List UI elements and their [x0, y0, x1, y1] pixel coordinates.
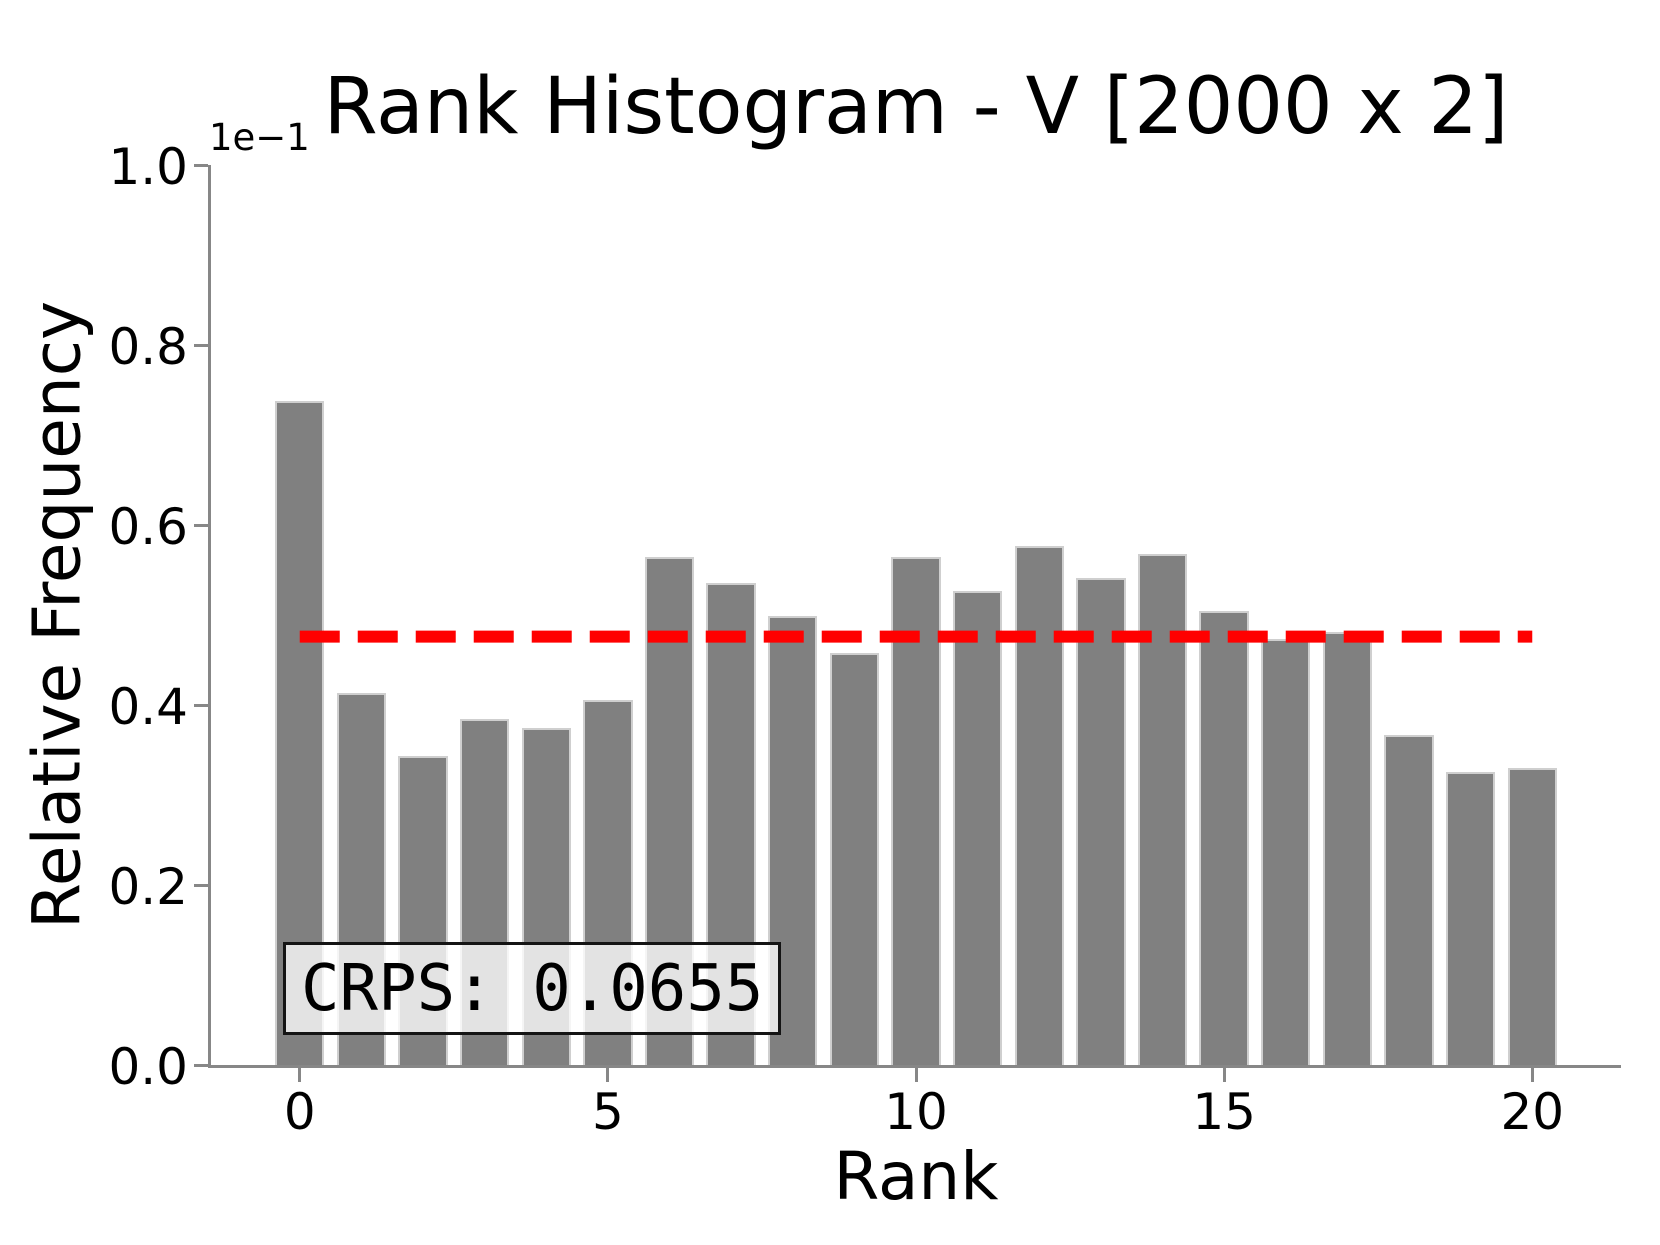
x-tick-label: 5: [591, 1083, 624, 1141]
y-tick-label: 0.4: [108, 678, 188, 736]
crps-annotation-box: CRPS: 0.0655: [283, 942, 781, 1035]
y-tick-label: 0.8: [108, 318, 188, 376]
x-tick-label: 0: [283, 1083, 316, 1141]
histogram-bar-rank-13: [1076, 578, 1126, 1065]
y-tick-mark: [194, 703, 208, 707]
x-tick-mark: [1222, 1068, 1226, 1082]
y-tick-mark: [194, 1063, 208, 1067]
y-tick-mark: [194, 523, 208, 527]
y-tick-label: 0.2: [108, 858, 188, 916]
histogram-bar-rank-10: [891, 557, 941, 1065]
histogram-bar-rank-9: [829, 652, 880, 1065]
y-tick-label: 0.6: [108, 498, 188, 556]
y-tick-mark: [194, 883, 208, 887]
histogram-bar-rank-17: [1322, 632, 1373, 1065]
y-axis-label: Relative Frequency: [18, 300, 96, 930]
crps-text: CRPS: 0.0655: [301, 951, 764, 1026]
x-tick-mark: [298, 1068, 302, 1082]
y-tick-label: 1.0: [108, 138, 188, 196]
y-axis-offset-text: 1e−1: [209, 116, 310, 159]
x-tick-label: 15: [1192, 1083, 1256, 1141]
histogram-bar-rank-12: [1014, 545, 1064, 1065]
x-axis-label: Rank: [833, 1138, 999, 1215]
histogram-bar-rank-18: [1384, 734, 1434, 1065]
chart-title: Rank Histogram - V [2000 x 2]: [323, 62, 1509, 152]
y-tick-mark: [194, 343, 208, 347]
y-axis-spine: [208, 165, 211, 1068]
histogram-bar-rank-11: [952, 590, 1003, 1065]
x-tick-label: 20: [1500, 1083, 1565, 1141]
histogram-bar-rank-15: [1199, 611, 1249, 1065]
histogram-bar-rank-19: [1445, 771, 1496, 1065]
histogram-bar-rank-16: [1261, 639, 1311, 1065]
x-axis-spine: [208, 1065, 1621, 1068]
x-tick-mark: [1530, 1068, 1534, 1082]
y-tick-mark: [194, 163, 208, 167]
x-tick-mark: [914, 1068, 918, 1082]
x-tick-mark: [606, 1068, 610, 1082]
histogram-bar-rank-20: [1507, 768, 1557, 1065]
histogram-bar-rank-14: [1137, 553, 1188, 1065]
y-tick-label: 0.0: [108, 1038, 188, 1096]
x-tick-label: 10: [884, 1083, 948, 1141]
